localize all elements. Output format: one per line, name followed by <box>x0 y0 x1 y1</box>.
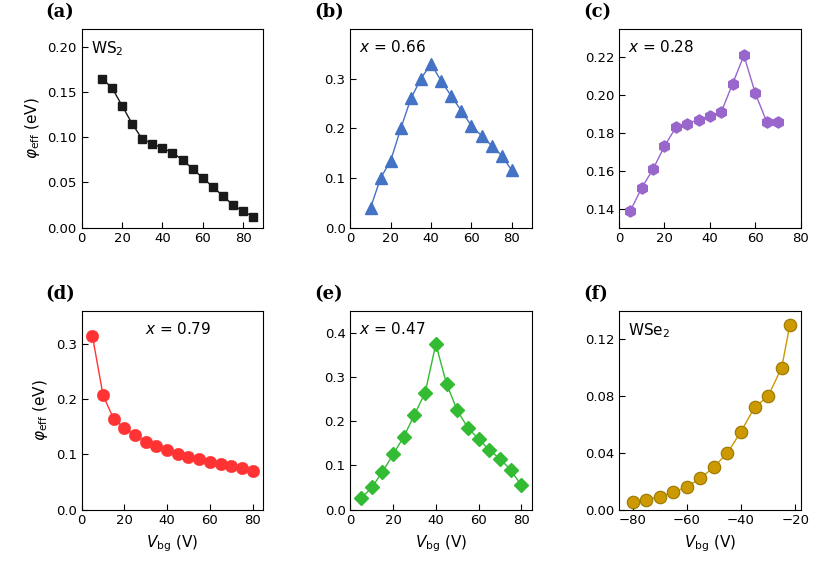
Text: $x$ = 0.28: $x$ = 0.28 <box>628 39 694 55</box>
Text: (d): (d) <box>46 285 75 303</box>
Text: $x$ = 0.79: $x$ = 0.79 <box>145 321 211 337</box>
Text: (f): (f) <box>583 285 608 303</box>
X-axis label: $V_{\rm bg}$ (V): $V_{\rm bg}$ (V) <box>684 533 736 554</box>
Y-axis label: $\varphi_{\rm eff}$ (eV): $\varphi_{\rm eff}$ (eV) <box>23 97 42 159</box>
Text: WSe$_2$: WSe$_2$ <box>628 321 670 339</box>
Text: (c): (c) <box>583 3 611 21</box>
X-axis label: $V_{\rm bg}$ (V): $V_{\rm bg}$ (V) <box>146 533 199 554</box>
Text: (e): (e) <box>314 285 342 303</box>
Y-axis label: $\varphi_{\rm eff}$ (eV): $\varphi_{\rm eff}$ (eV) <box>31 379 51 441</box>
Text: $x$ = 0.66: $x$ = 0.66 <box>359 39 426 55</box>
X-axis label: $V_{\rm bg}$ (V): $V_{\rm bg}$ (V) <box>415 533 467 554</box>
Text: $x$ = 0.47: $x$ = 0.47 <box>359 321 426 337</box>
Text: (b): (b) <box>314 3 344 21</box>
Text: WS$_2$: WS$_2$ <box>91 39 123 57</box>
Text: (a): (a) <box>46 3 74 21</box>
